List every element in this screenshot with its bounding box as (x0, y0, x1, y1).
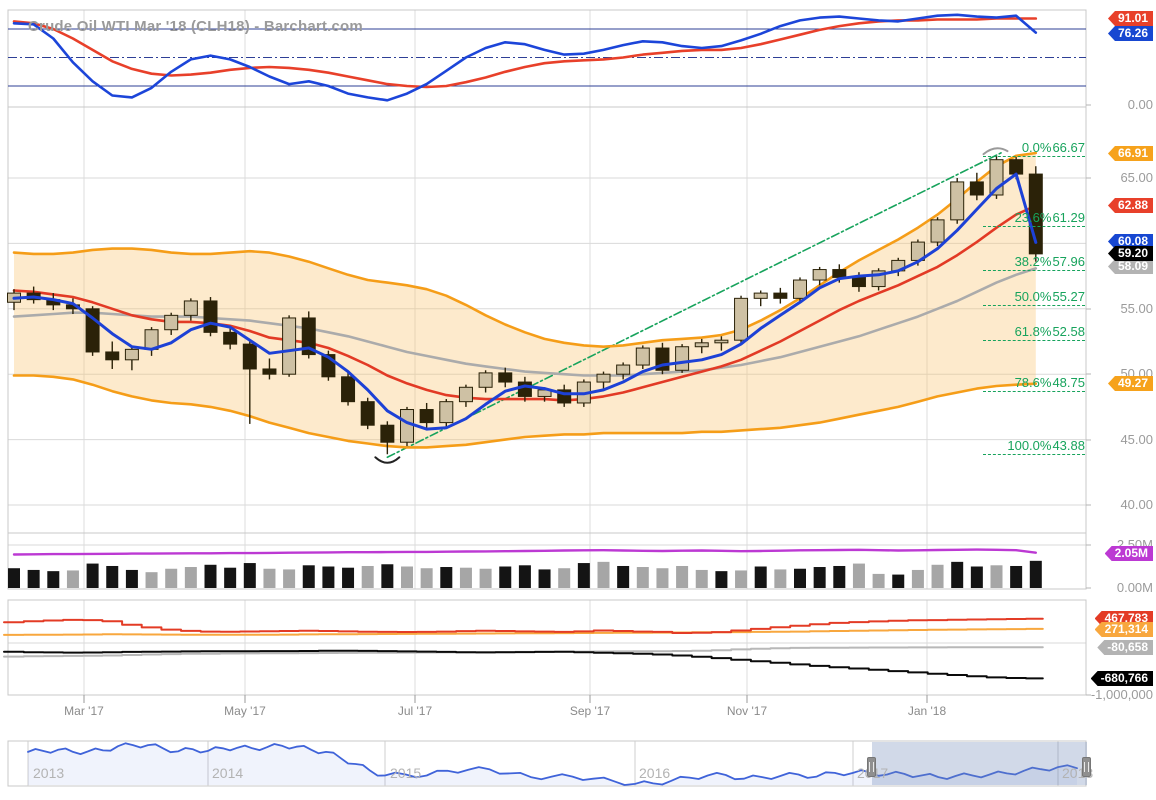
fib-value: 66.67 (1052, 140, 1085, 155)
fib-label-236: 23.6%61.29 (983, 210, 1085, 227)
xlabel-sep17: Sep '17 (569, 704, 611, 718)
nav-year-2014: 2014 (212, 765, 244, 781)
badge-stoch-blue: 76.26 (1107, 26, 1153, 41)
navigator-handle-right[interactable] (1082, 757, 1091, 777)
ytick-vol-0: 0.00M (1116, 580, 1153, 595)
xlabel-nov17: Nov '17 (726, 704, 768, 718)
ytick-55: 55.00 (1120, 301, 1153, 316)
xlabel-may17: May '17 (224, 704, 266, 718)
nav-year-2015: 2015 (390, 765, 422, 781)
fib-pct: 23.6% (1014, 210, 1052, 225)
stochastic-panel[interactable] (8, 13, 1086, 102)
xlabel-jul17: Jul '17 (397, 704, 433, 718)
ytick-40: 40.00 (1120, 497, 1153, 512)
fib-pct: 0.0% (1021, 140, 1052, 155)
ytick-45: 45.00 (1120, 432, 1153, 447)
nav-year-2016: 2016 (639, 765, 671, 781)
fib-pct: 50.0% (1014, 289, 1052, 304)
fib-pct: 38.2% (1014, 254, 1052, 269)
cot-panel[interactable] (3, 617, 1044, 680)
badge-last-price: 59.20 (1107, 246, 1153, 261)
badge-ma-gray: 58.09 (1107, 259, 1153, 274)
fib-pct: 78.6% (1014, 375, 1052, 390)
ytick-stoch-zero: 0.00 (1127, 97, 1153, 112)
nav-year-2013: 2013 (33, 765, 65, 781)
fib-pct: 100.0% (1007, 438, 1052, 453)
price-panel[interactable] (7, 147, 1043, 464)
badge-ma-red: 62.88 (1107, 198, 1153, 213)
fib-label-0: 0.0%66.67 (983, 140, 1085, 157)
badge-stoch-red: 91.01 (1107, 11, 1153, 26)
badge-bb-lower: 49.27 (1107, 376, 1153, 391)
badge-bb-upper: 66.91 (1107, 146, 1153, 161)
fib-value: 61.29 (1052, 210, 1085, 225)
xlabel-jan18: Jan '18 (907, 704, 947, 718)
xlabel-mar17: Mar '17 (64, 704, 104, 718)
fib-value: 43.88 (1052, 438, 1085, 453)
fib-value: 57.96 (1052, 254, 1085, 269)
fib-label-500: 50.0%55.27 (983, 289, 1085, 306)
fib-value: 52.58 (1052, 324, 1085, 339)
navigator-selection[interactable] (872, 742, 1087, 785)
navigator-handle-left[interactable] (867, 757, 876, 777)
badge-cot-black: -680,766 (1090, 671, 1153, 686)
volume-panel[interactable] (8, 548, 1042, 588)
badge-open-interest: 2.05M (1104, 546, 1153, 561)
ytick-65: 65.00 (1120, 170, 1153, 185)
fib-label-618: 61.8%52.58 (983, 324, 1085, 341)
fib-value: 48.75 (1052, 375, 1085, 390)
fib-label-100: 100.0%43.88 (983, 438, 1085, 455)
navigator[interactable] (27, 741, 1087, 786)
ytick-cot-neg1m: -1,000,000 (1090, 687, 1153, 702)
fib-label-382: 38.2%57.96 (983, 254, 1085, 271)
fib-value: 55.27 (1052, 289, 1085, 304)
badge-ma-blue: 60.08 (1107, 234, 1153, 249)
fib-label-786: 78.6%48.75 (983, 375, 1085, 392)
fib-pct: 61.8% (1014, 324, 1052, 339)
badge-cot-orange: 271,314 (1094, 622, 1153, 637)
chart-title: Crude Oil WTI Mar '18 (CLH18) - Barchart… (28, 18, 363, 35)
badge-cot-gray: -80,658 (1097, 640, 1153, 655)
